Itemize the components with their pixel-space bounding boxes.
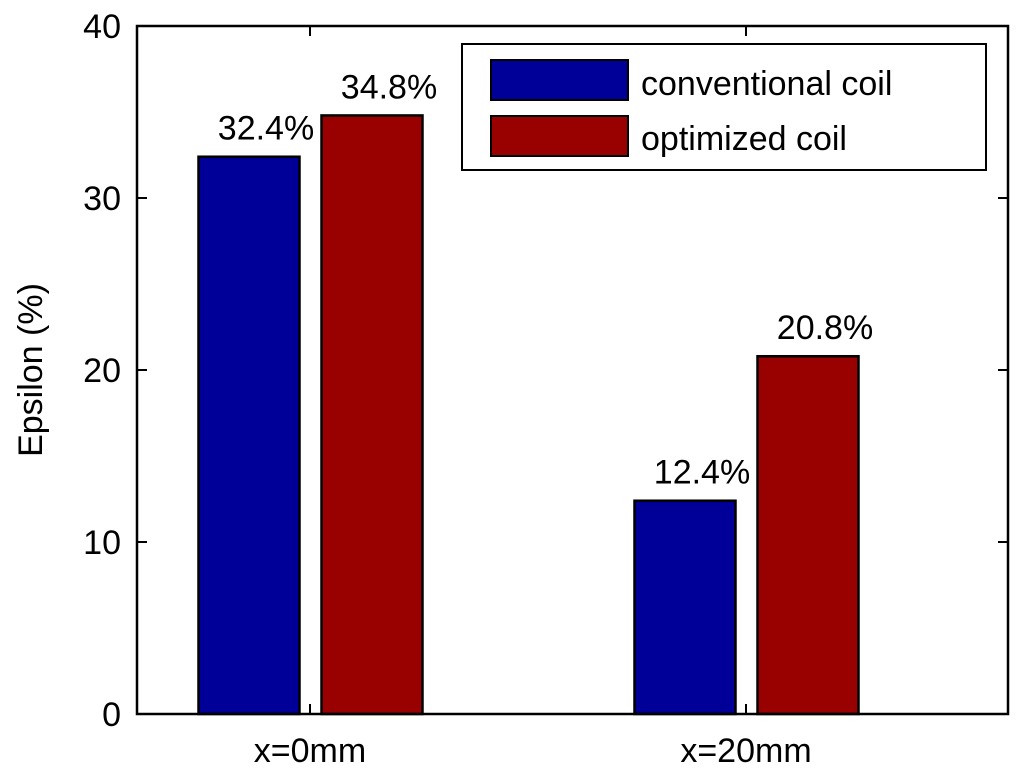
labels-layer: 32.4% 12.4% 34.8% 20.8% 0 10 20 30 40 x=0mm x=20mm: [83, 8, 873, 770]
legend-swatch-conventional-coil: [490, 59, 629, 101]
data-label-optimized-coil-x-0mm: 34.8%: [341, 68, 437, 106]
y-tick-label-0: 0: [102, 696, 121, 734]
legend-label-optimized-coil: optimized coil: [641, 120, 847, 158]
legend-label-conventional-coil: conventional coil: [641, 65, 892, 103]
ticks-layer: [137, 25, 1008, 715]
y-tick-label-30: 30: [83, 180, 121, 218]
y-tick-label-10: 10: [83, 524, 121, 562]
bar-optimized-coil-x-0mm: [320, 114, 424, 716]
y-tick-label-20: 20: [83, 352, 121, 390]
legend-swatch-optimized-coil: [490, 115, 629, 157]
data-label-conventional-coil-x-20mm: 12.4%: [654, 454, 750, 492]
bar-conventional-coil-x-20mm: [633, 499, 737, 716]
data-label-conventional-coil-x-0mm: 32.4%: [218, 110, 314, 148]
y-tick-label-40: 40: [83, 8, 121, 46]
y-axis-label: Epsilon (%): [12, 283, 50, 457]
bar-conventional-coil-x-0mm: [197, 155, 301, 716]
bars-layer: [197, 114, 860, 716]
bar-optimized-coil-x-20mm: [756, 354, 860, 716]
data-label-optimized-coil-x-20mm: 20.8%: [777, 309, 873, 347]
x-tick-label-x-0mm: x=0mm: [254, 732, 366, 770]
legend: conventional coil optimized coil: [461, 43, 987, 171]
x-tick-label-x-20mm: x=20mm: [680, 732, 811, 770]
